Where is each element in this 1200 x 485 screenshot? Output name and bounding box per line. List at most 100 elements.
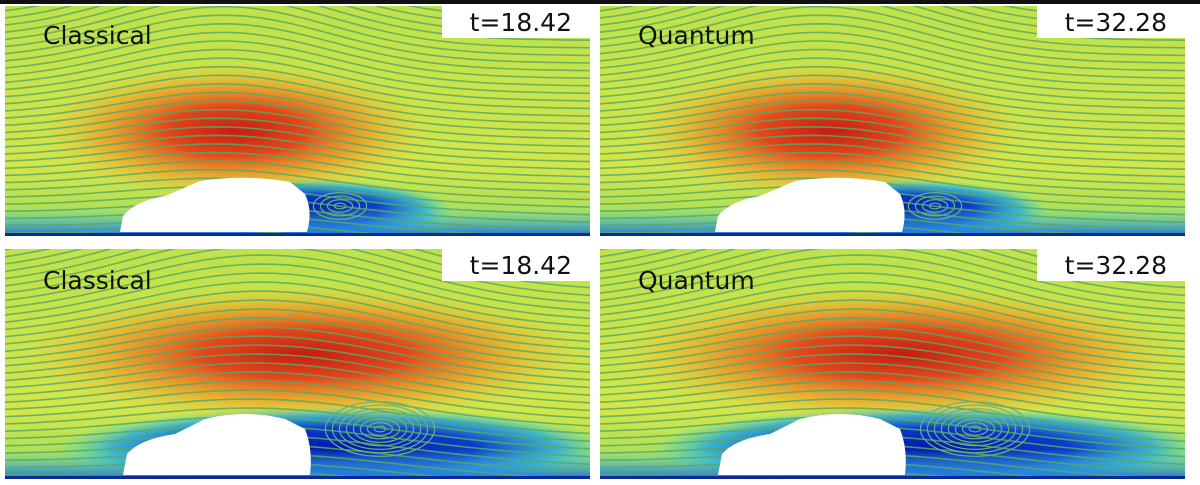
vortex-line xyxy=(312,192,368,220)
field xyxy=(600,249,1185,479)
panel-label: Classical xyxy=(43,21,152,50)
streamline xyxy=(5,143,590,178)
ground xyxy=(600,476,1185,479)
vortex-line xyxy=(940,411,1010,447)
time-box xyxy=(1037,6,1185,38)
vortex-line xyxy=(326,199,354,213)
time-label: t=32.28 xyxy=(1065,8,1167,37)
vortex-line xyxy=(919,401,1031,457)
vortex-line xyxy=(921,199,949,213)
streamline xyxy=(600,416,1185,450)
vortex-line xyxy=(947,415,1003,443)
streamline xyxy=(600,290,1185,343)
streamline xyxy=(600,6,1185,57)
streamline xyxy=(600,389,1185,427)
streamline xyxy=(5,263,590,320)
car-body xyxy=(715,177,905,232)
ground xyxy=(5,476,590,479)
streamline xyxy=(600,299,1185,350)
streamline xyxy=(600,31,1185,79)
streamline xyxy=(5,83,590,125)
time-box xyxy=(1037,249,1185,281)
streamline xyxy=(5,407,590,442)
streamline xyxy=(5,66,590,110)
streamline xyxy=(5,317,590,366)
streamline xyxy=(600,254,1185,312)
panel-label: Classical xyxy=(43,266,152,295)
vortex-line xyxy=(907,192,963,220)
streamline xyxy=(5,254,590,312)
streamline xyxy=(5,48,590,95)
top-border xyxy=(0,0,1200,4)
streamline xyxy=(5,353,590,396)
field xyxy=(5,249,590,479)
high-velocity xyxy=(610,284,1185,424)
streamline xyxy=(600,168,1185,201)
streamline xyxy=(5,281,590,335)
streamline xyxy=(600,398,1185,435)
streamline xyxy=(5,272,590,327)
time-box xyxy=(442,249,590,281)
vortex-line xyxy=(968,425,982,433)
streamline xyxy=(600,48,1185,95)
streamline xyxy=(772,478,841,479)
streamline xyxy=(5,335,590,381)
streamline xyxy=(600,74,1185,117)
streamline xyxy=(600,308,1185,358)
streamline xyxy=(5,6,590,49)
streamline xyxy=(5,308,590,358)
streamline xyxy=(5,326,590,373)
streamline xyxy=(600,326,1185,373)
vortex-line xyxy=(926,404,1024,454)
streamline xyxy=(600,57,1185,102)
streamline xyxy=(5,57,590,102)
streamline xyxy=(600,272,1185,327)
panel-label: Quantum xyxy=(638,266,755,295)
vortex-line xyxy=(954,418,996,440)
ground xyxy=(600,233,1185,236)
streamline xyxy=(600,134,1185,170)
time-label: t=32.28 xyxy=(1065,251,1167,280)
vortex-line xyxy=(961,422,989,436)
streamline xyxy=(600,91,1185,133)
streamline xyxy=(5,31,590,79)
vortex-line xyxy=(366,422,394,436)
streamline xyxy=(600,143,1185,178)
streamline xyxy=(5,299,590,350)
vortex-line xyxy=(324,401,436,457)
streamline xyxy=(600,362,1185,404)
panel: Quantum t=32.28 xyxy=(600,6,1185,236)
streamline xyxy=(177,478,246,479)
streamline xyxy=(5,6,590,57)
streamline xyxy=(5,398,590,435)
streamline xyxy=(600,353,1185,396)
streamline xyxy=(5,249,590,304)
streamline xyxy=(600,117,1185,155)
streamline xyxy=(600,249,1185,297)
streamline xyxy=(600,100,1185,140)
streamline xyxy=(5,362,590,404)
panel-label: Quantum xyxy=(638,21,755,50)
streamline xyxy=(5,125,590,163)
streamline xyxy=(600,125,1185,163)
streamline xyxy=(600,281,1185,335)
streamline xyxy=(5,100,590,140)
streamline xyxy=(5,168,590,201)
streamline xyxy=(600,407,1185,442)
streamline xyxy=(5,108,590,148)
streamline xyxy=(600,66,1185,110)
streamline xyxy=(600,371,1185,412)
streamline xyxy=(5,344,590,389)
vortex-line xyxy=(373,425,387,433)
vortex-line xyxy=(319,195,361,217)
streamline xyxy=(5,134,590,170)
streamline xyxy=(5,22,590,72)
streamline xyxy=(5,160,590,193)
car-body xyxy=(123,414,311,475)
high-velocity xyxy=(15,284,590,424)
field xyxy=(600,6,1185,236)
streamline xyxy=(5,380,590,419)
panel: Classical t=18.42 xyxy=(5,249,590,479)
time-label: t=18.42 xyxy=(470,8,572,37)
